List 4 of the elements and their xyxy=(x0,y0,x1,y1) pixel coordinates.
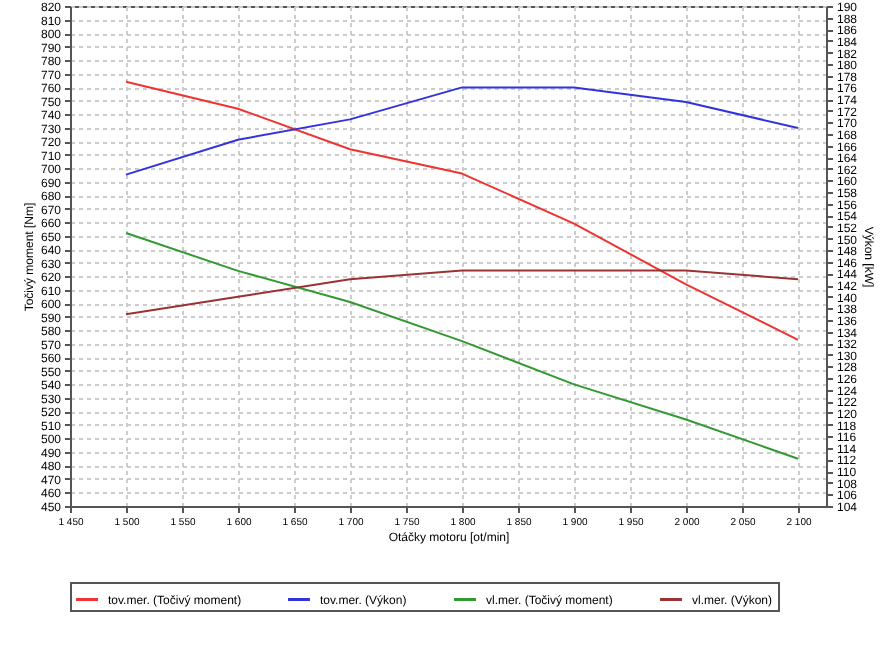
line-series xyxy=(125,232,799,460)
line-series xyxy=(125,269,799,316)
line-series xyxy=(125,80,799,341)
line-series xyxy=(125,86,799,176)
